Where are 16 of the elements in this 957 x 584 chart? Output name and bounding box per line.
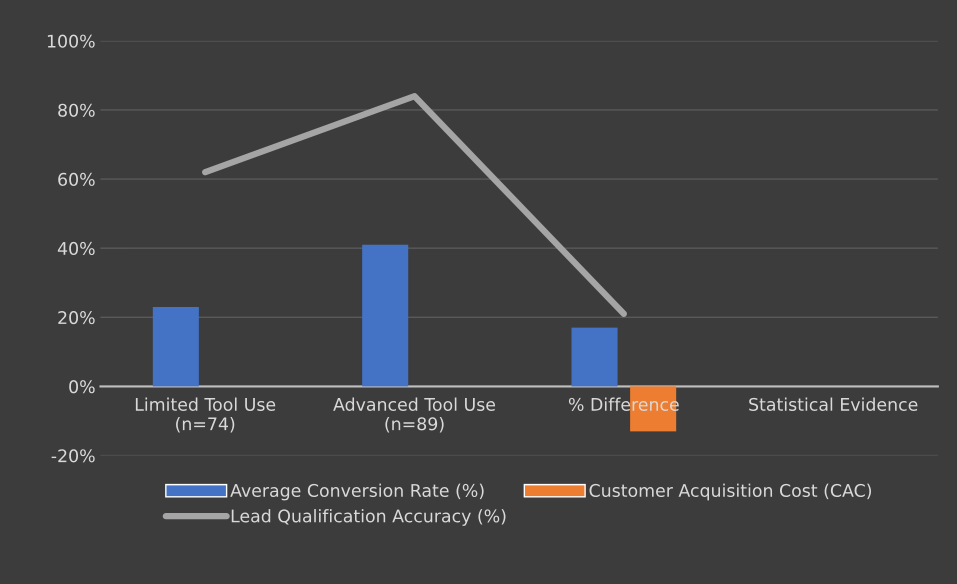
bar	[572, 328, 618, 386]
x-tick-label: Statistical Evidence	[749, 398, 918, 411]
legend-label: Customer Acquisition Cost (CAC)	[590, 484, 872, 500]
y-tick-label: 100%	[48, 34, 95, 48]
y-tick-label: -20%	[52, 449, 95, 462]
y-tick-label: 80%	[58, 104, 95, 117]
bar	[362, 244, 408, 386]
bar	[152, 306, 199, 386]
y-tick-label: 20%	[58, 311, 95, 324]
x-tick-label: Advanced Tool Use (n=89)	[333, 398, 496, 432]
x-tick-label: Limited Tool Use (n=74)	[136, 398, 276, 432]
y-tick-label: 60%	[58, 172, 95, 186]
y-tick-label: 40%	[58, 242, 95, 256]
legend-label: Average Conversion Rate (%)	[230, 484, 484, 500]
y-tick-label: 0%	[69, 380, 95, 394]
legend-label: Lead Qualification Accuracy (%)	[232, 509, 506, 526]
